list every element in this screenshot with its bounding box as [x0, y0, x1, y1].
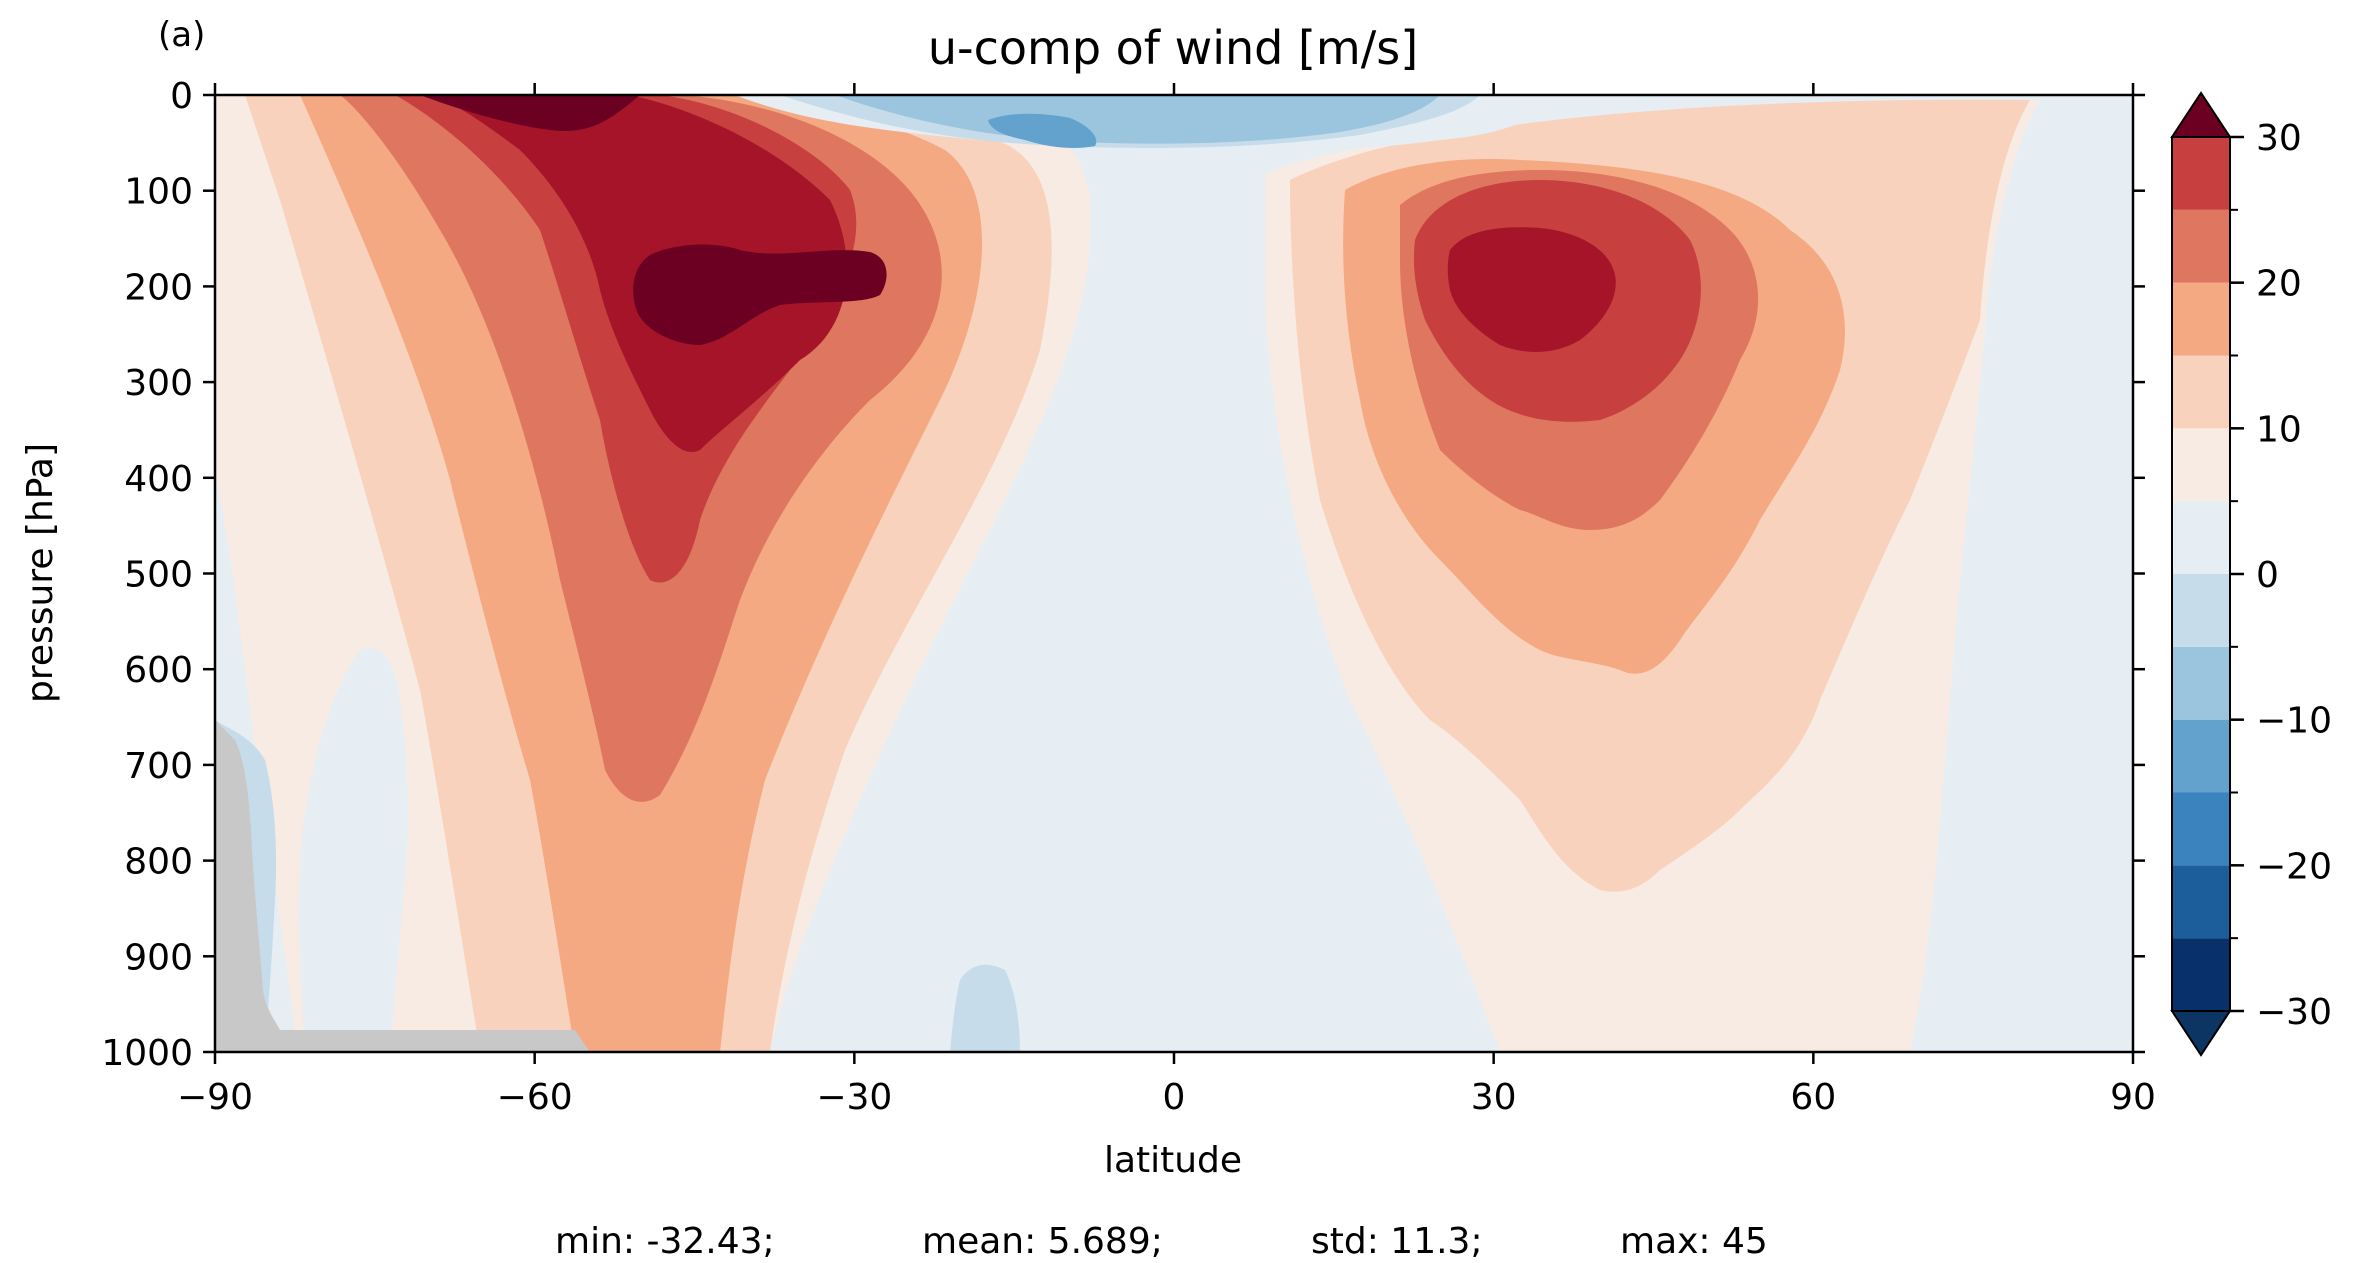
contour-region-neg-5-0-sh-polar	[299, 647, 408, 1052]
colorbar-extend-low	[2170, 1010, 2232, 1057]
contour-region-25-30-north	[1447, 227, 1616, 352]
colorbar-segment	[2172, 501, 2230, 574]
chart-title: u-comp of wind [m/s]	[928, 21, 1418, 75]
stat-mean: mean: 5.689;	[922, 1221, 1163, 1262]
contour-region-above-30-upper	[420, 95, 640, 131]
x-tick-label: 0	[1163, 1077, 1186, 1118]
y-tick-label: 0	[170, 76, 193, 117]
colorbar-tick-label: 20	[2256, 264, 2302, 305]
y-axis: 0 100 200 300 400 500 600 700 800 900 1000	[101, 76, 2145, 1074]
colorbar: −30 −20 −10 0 10 20 30	[2170, 91, 2332, 1057]
colorbar-segment	[2172, 574, 2230, 647]
contour-region-neg-5-0-np	[1915, 140, 2133, 1052]
y-tick-label: 200	[124, 267, 193, 308]
y-tick-label: 500	[124, 555, 193, 596]
colorbar-segment	[2172, 938, 2230, 1011]
colorbar-segment	[2172, 865, 2230, 939]
contour-region-above-30-core	[633, 244, 887, 345]
y-tick-label: 600	[124, 650, 193, 691]
x-tick-label: 60	[1790, 1077, 1836, 1118]
colorbar-extend-high	[2170, 91, 2232, 138]
y-tick-label: 900	[124, 937, 193, 978]
contour-region-neg-15-neg-10	[835, 95, 1440, 144]
y-tick-label: 400	[124, 459, 193, 500]
stat-std: std: 11.3;	[1311, 1221, 1483, 1262]
colorbar-segment	[2172, 209, 2230, 283]
colorbar-segment	[2172, 355, 2230, 429]
x-tick-label: 90	[2110, 1077, 2156, 1118]
y-tick-label: 100	[124, 172, 193, 213]
colorbar-segment	[2172, 428, 2230, 502]
colorbar-tick-label: −20	[2256, 846, 2332, 887]
colorbar-segment	[2172, 137, 2230, 210]
colorbar-segment	[2172, 719, 2230, 793]
contour-region-neg-20-neg-15	[988, 113, 1097, 148]
colorbar-segment	[2172, 792, 2230, 866]
x-axis: −90 −60 −30 0 30 60 90	[177, 83, 2156, 1118]
contour-plot-area	[215, 95, 2133, 1052]
colorbar-tick-label: 30	[2256, 118, 2302, 159]
panel-label: (a)	[158, 15, 205, 55]
contour-region-neg-10-neg-5-tropics	[950, 964, 1020, 1052]
x-tick-label: −30	[816, 1077, 892, 1118]
stat-max: max: 45	[1620, 1221, 1768, 1262]
colorbar-tick-label: 0	[2256, 555, 2279, 596]
stat-min: min: -32.43;	[555, 1221, 775, 1262]
y-axis-label: pressure [hPa]	[20, 443, 61, 703]
colorbar-tick-label: 10	[2256, 409, 2302, 450]
y-tick-label: 1000	[101, 1033, 193, 1074]
y-tick-label: 300	[124, 363, 193, 404]
y-tick-label: 800	[124, 842, 193, 883]
colorbar-segment	[2172, 646, 2230, 720]
x-tick-label: 30	[1471, 1077, 1517, 1118]
y-tick-label: 700	[124, 746, 193, 787]
colorbar-segment	[2172, 282, 2230, 356]
x-tick-label: −60	[497, 1077, 573, 1118]
x-tick-label: −90	[177, 1077, 253, 1118]
colorbar-tick-label: −10	[2256, 701, 2332, 742]
x-axis-label: latitude	[1104, 1140, 1242, 1181]
missing-data-orography	[215, 720, 590, 1052]
colorbar-tick-label: −30	[2256, 992, 2332, 1033]
